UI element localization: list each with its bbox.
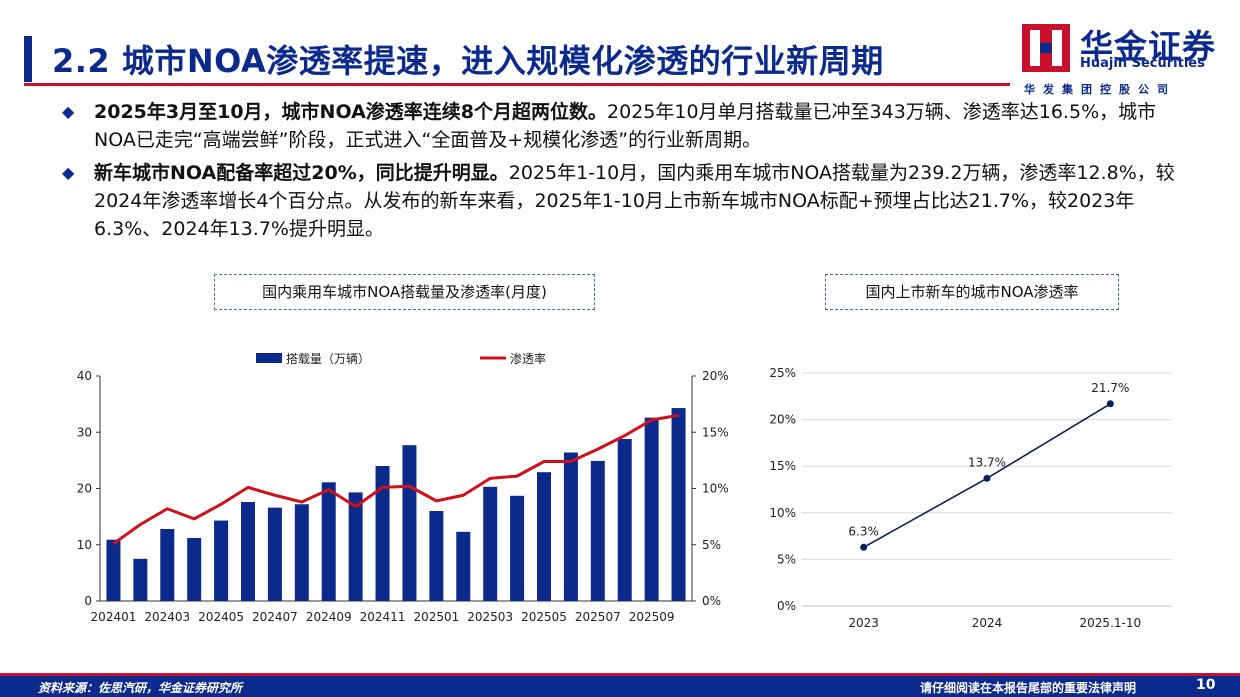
y-tick-label: 25% bbox=[769, 366, 796, 380]
x-tick-label: 202403 bbox=[144, 610, 190, 624]
legend-line-label: 渗透率 bbox=[510, 351, 546, 366]
bar-202404 bbox=[187, 538, 202, 601]
huajin-logo-icon bbox=[1022, 24, 1070, 72]
footer-source: 资料来源：佐思汽研，华金证券研究所 bbox=[38, 681, 243, 695]
footer-accent-line bbox=[0, 673, 1240, 676]
left-y-tick-label: 40 bbox=[77, 369, 92, 383]
x-tick-label: 202505 bbox=[521, 610, 567, 624]
left-y-tick-label: 20 bbox=[77, 482, 92, 496]
y-tick-label: 10% bbox=[769, 506, 796, 520]
bullet-point-1: ◆ 2025年3月至10月，城市NOA渗透率连续8个月超两位数。2025年10月… bbox=[62, 98, 1192, 154]
x-tick-label: 2025.1-10 bbox=[1080, 616, 1142, 630]
diamond-bullet-icon: ◆ bbox=[62, 163, 75, 182]
left-y-tick-label: 10 bbox=[77, 538, 92, 552]
x-tick-label: 202503 bbox=[467, 610, 513, 624]
data-label: 21.7% bbox=[1091, 381, 1129, 395]
bar-202402 bbox=[133, 558, 148, 601]
point-2024 bbox=[983, 474, 991, 482]
x-tick-label: 202411 bbox=[360, 610, 406, 624]
x-tick-label: 202405 bbox=[198, 610, 244, 624]
bar-202509 bbox=[644, 417, 659, 601]
y-tick-label: 15% bbox=[769, 459, 796, 473]
bullet-1-bold: 2025年3月至10月，城市NOA渗透率连续8个月超两位数。 bbox=[94, 101, 608, 123]
x-tick-label: 202409 bbox=[306, 610, 352, 624]
x-tick-label: 202507 bbox=[575, 610, 621, 624]
right-y-tick-label: 20% bbox=[702, 369, 729, 383]
bar-202504 bbox=[510, 495, 525, 601]
monthly-chart-title: 国内乘用车城市NOA搭载量及渗透率(月度) bbox=[214, 274, 595, 310]
logo-chinese-name: 华金证券 bbox=[1080, 27, 1216, 66]
point-2025.1-10 bbox=[1106, 400, 1114, 408]
bar-202409 bbox=[321, 482, 336, 601]
new-car-noa-chart: 0% 5% 10% 15% 20% 25% 6.3% 13.7% 21.7% 2023 2024 20… bbox=[769, 366, 1172, 630]
y-tick-label: 20% bbox=[769, 413, 796, 427]
page-title: 2.2 城市NOA渗透率提速，进入规模化渗透的行业新周期 bbox=[52, 42, 884, 80]
bar-202508 bbox=[617, 439, 632, 601]
bar-202412 bbox=[402, 445, 417, 601]
x-tick-label: 202509 bbox=[629, 610, 675, 624]
y-tick-label: 0% bbox=[777, 599, 796, 613]
footer-bar bbox=[0, 676, 1240, 697]
legend-bar-label: 搭载量（万辆） bbox=[286, 352, 370, 366]
brand-logo: 华金证券 Huajin Securities 华发集团控股公司 bbox=[1022, 18, 1227, 96]
bar-202408 bbox=[294, 504, 309, 601]
data-label: 6.3% bbox=[848, 524, 879, 538]
title-divider bbox=[24, 83, 1010, 86]
diamond-bullet-icon: ◆ bbox=[62, 102, 75, 121]
bar-202501 bbox=[429, 511, 444, 601]
title-accent-bar bbox=[24, 36, 32, 82]
bar-202405 bbox=[214, 520, 229, 601]
bullet-2-text: 2025年1-10月，国内乘用车城市NOA搭载量为239.2万辆，渗透率12.8… bbox=[94, 162, 1175, 240]
bullet-1-text: 2025年10月单月搭载量已冲至343万辆、渗透率达16.5%，城市NOA已走完… bbox=[94, 101, 1157, 151]
bar-202410 bbox=[348, 492, 363, 601]
data-label: 13.7% bbox=[968, 455, 1006, 469]
right-y-tick-label: 5% bbox=[702, 538, 721, 552]
bar-202510 bbox=[671, 408, 686, 601]
x-tick-label: 202401 bbox=[91, 610, 137, 624]
monthly-noa-chart: 搭载量（万辆） 渗透率 0 10 20 30 40 0% 5% 10% 15% 20% 202401 20… bbox=[77, 351, 729, 624]
footer-disclaimer: 请仔细阅读在本报告尾部的重要法律声明 bbox=[920, 681, 1137, 695]
bar-202403 bbox=[160, 529, 175, 601]
x-tick-label: 202407 bbox=[252, 610, 298, 624]
point-2023 bbox=[860, 543, 868, 551]
bar-202406 bbox=[241, 502, 255, 601]
bar-202505 bbox=[537, 472, 551, 601]
right-y-tick-label: 15% bbox=[702, 425, 729, 439]
bar-202411 bbox=[375, 466, 390, 601]
x-tick-label: 2023 bbox=[848, 616, 879, 630]
left-y-tick-label: 0 bbox=[84, 594, 92, 608]
bar-202401 bbox=[106, 539, 121, 601]
x-tick-label: 202501 bbox=[413, 610, 459, 624]
bar-202407 bbox=[267, 507, 282, 601]
left-y-tick-label: 30 bbox=[77, 425, 92, 439]
right-y-tick-label: 10% bbox=[702, 482, 729, 496]
bar-202503 bbox=[483, 486, 498, 601]
bar-202502 bbox=[456, 531, 471, 601]
legend-bar-swatch bbox=[256, 353, 282, 363]
x-tick-label: 2024 bbox=[972, 616, 1003, 630]
logo-english-name: Huajin Securities bbox=[1080, 56, 1205, 71]
new-car-chart-title: 国内上市新车的城市NOA渗透率 bbox=[825, 274, 1119, 310]
bar-202507 bbox=[590, 460, 605, 601]
y-tick-label: 5% bbox=[777, 552, 796, 566]
logo-subtitle: 华发集团控股公司 bbox=[1024, 83, 1176, 96]
bar-202506 bbox=[563, 452, 578, 601]
penetration-rate-line bbox=[112, 413, 679, 545]
right-y-tick-label: 0% bbox=[702, 594, 721, 608]
bullet-point-2: ◆ 新车城市NOA配备率超过20%，同比提升明显。2025年1-10月，国内乘用… bbox=[62, 159, 1192, 243]
bullet-2-bold: 新车城市NOA配备率超过20%，同比提升明显。 bbox=[94, 162, 509, 184]
page-number: 10 bbox=[1196, 677, 1216, 693]
